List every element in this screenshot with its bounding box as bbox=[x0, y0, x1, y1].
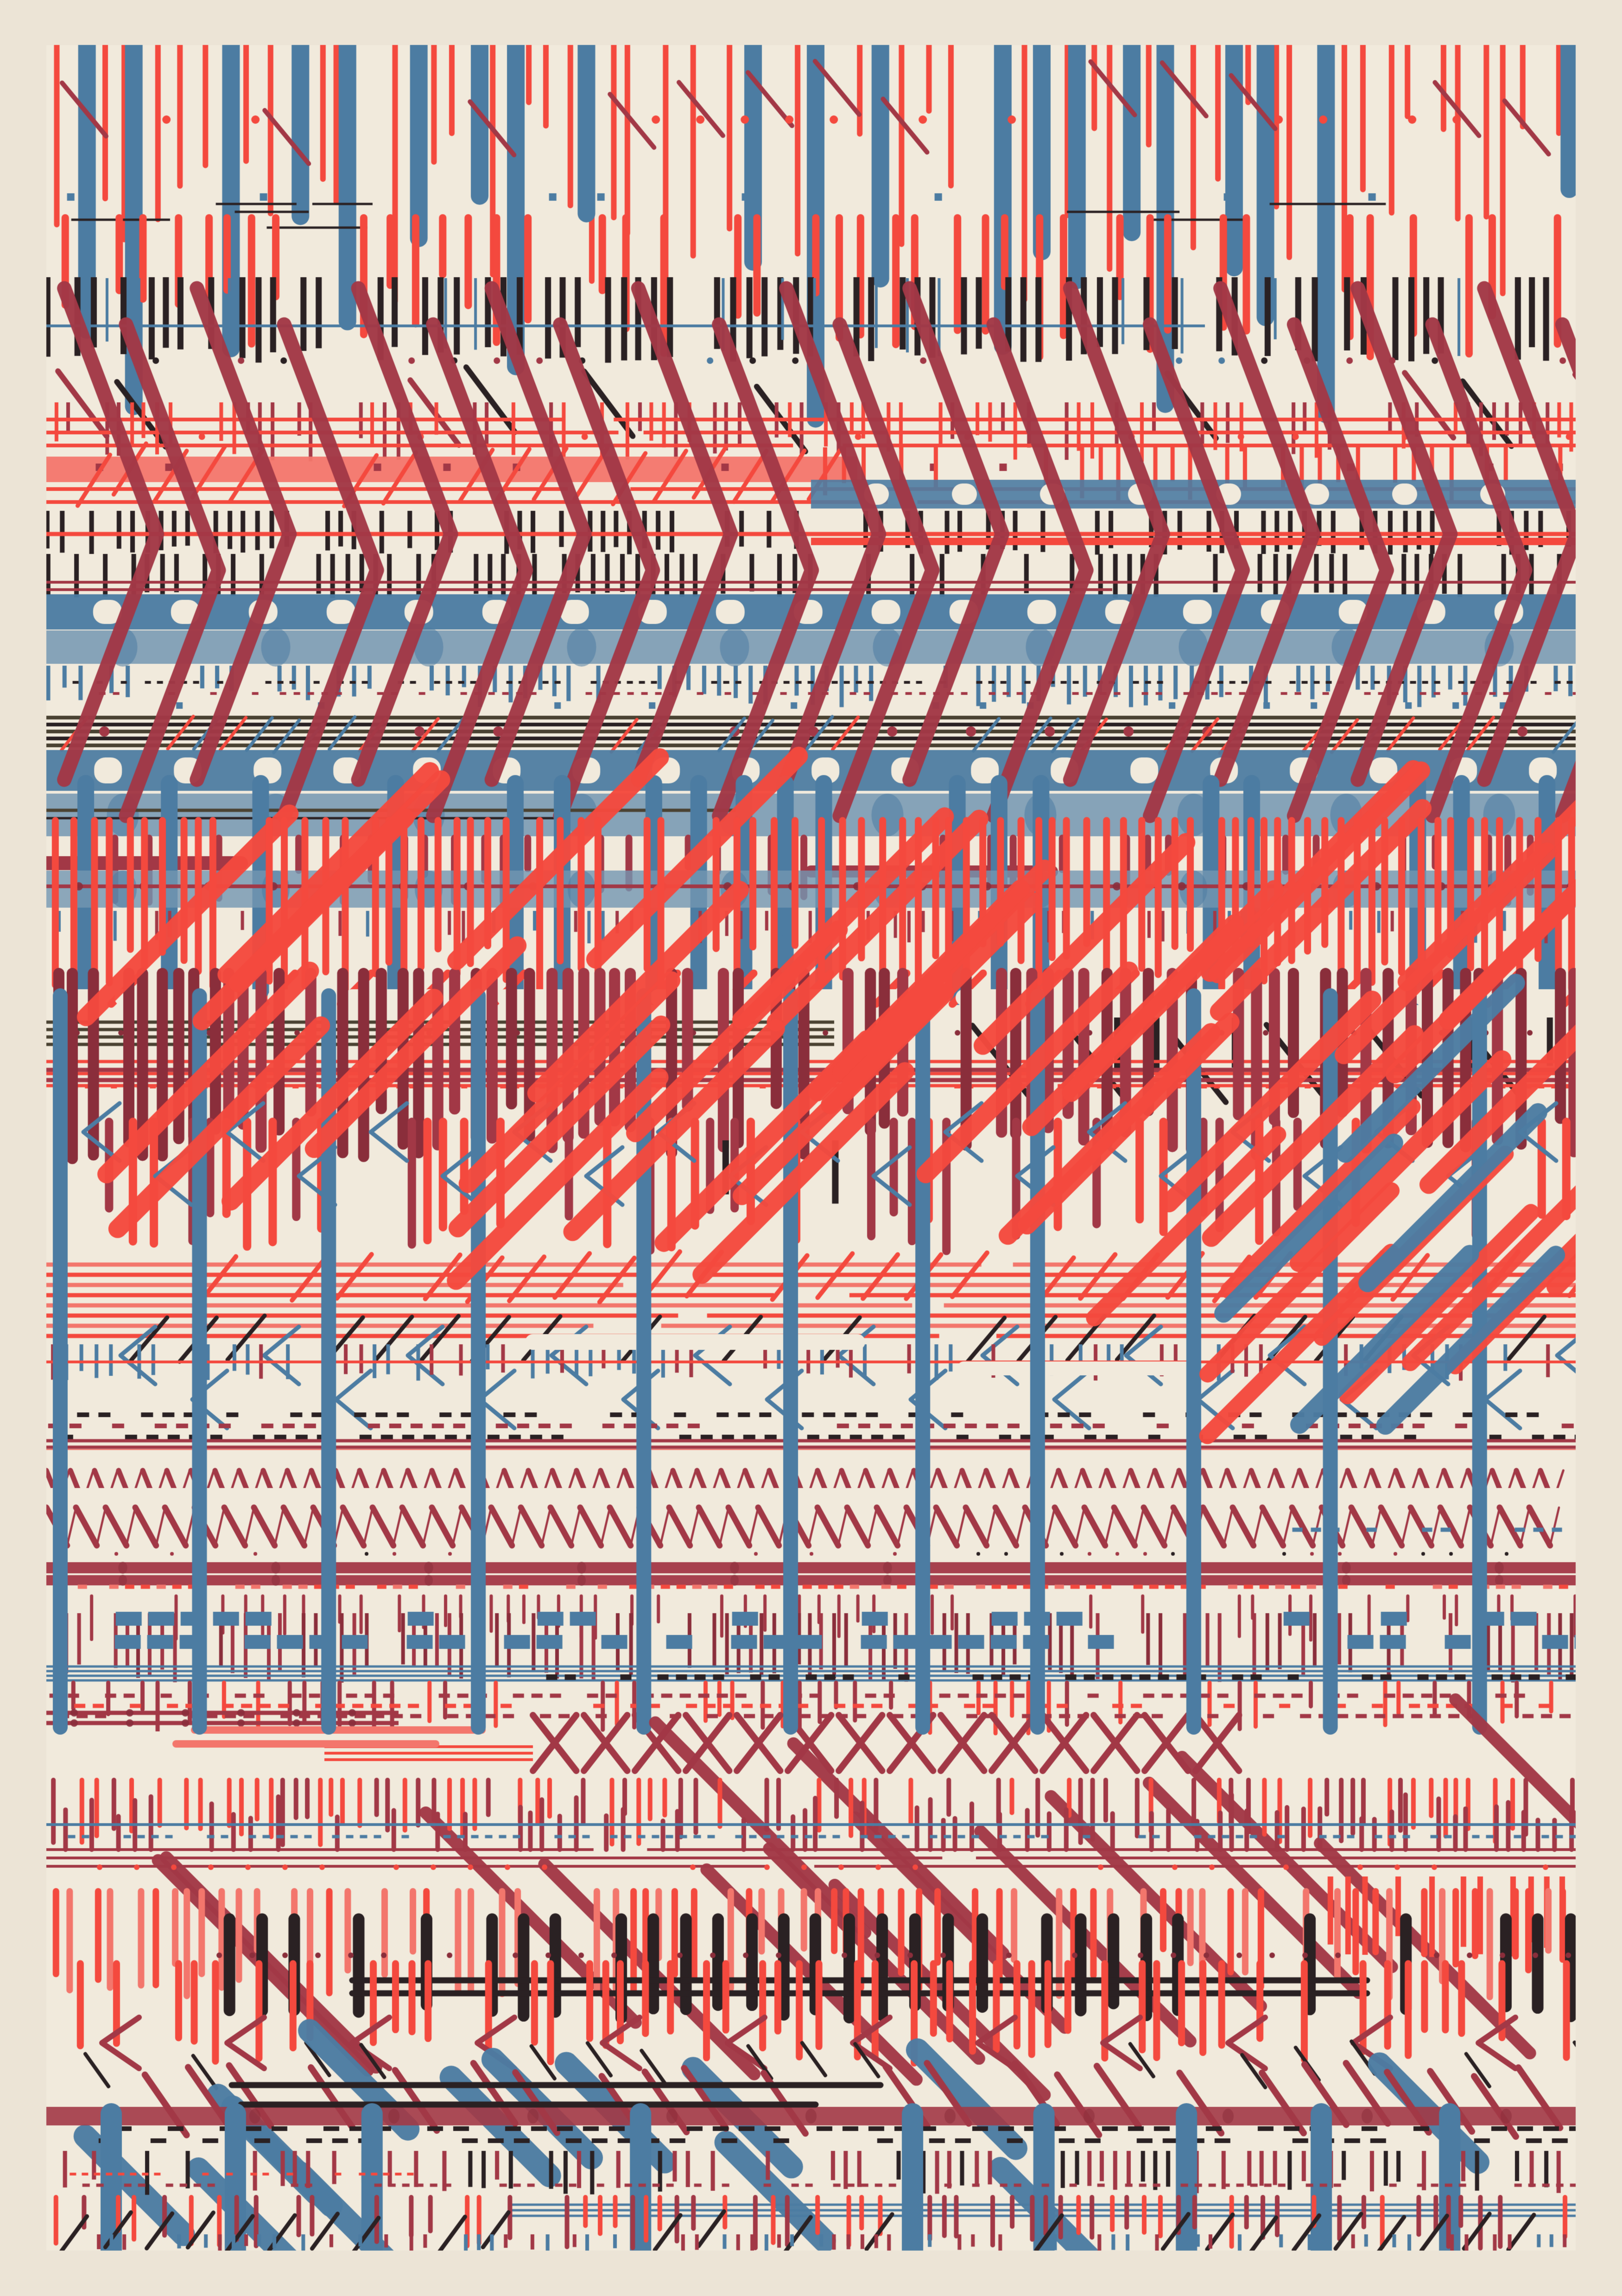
poster bbox=[0, 0, 1622, 2296]
generative-artwork bbox=[0, 0, 1622, 2296]
